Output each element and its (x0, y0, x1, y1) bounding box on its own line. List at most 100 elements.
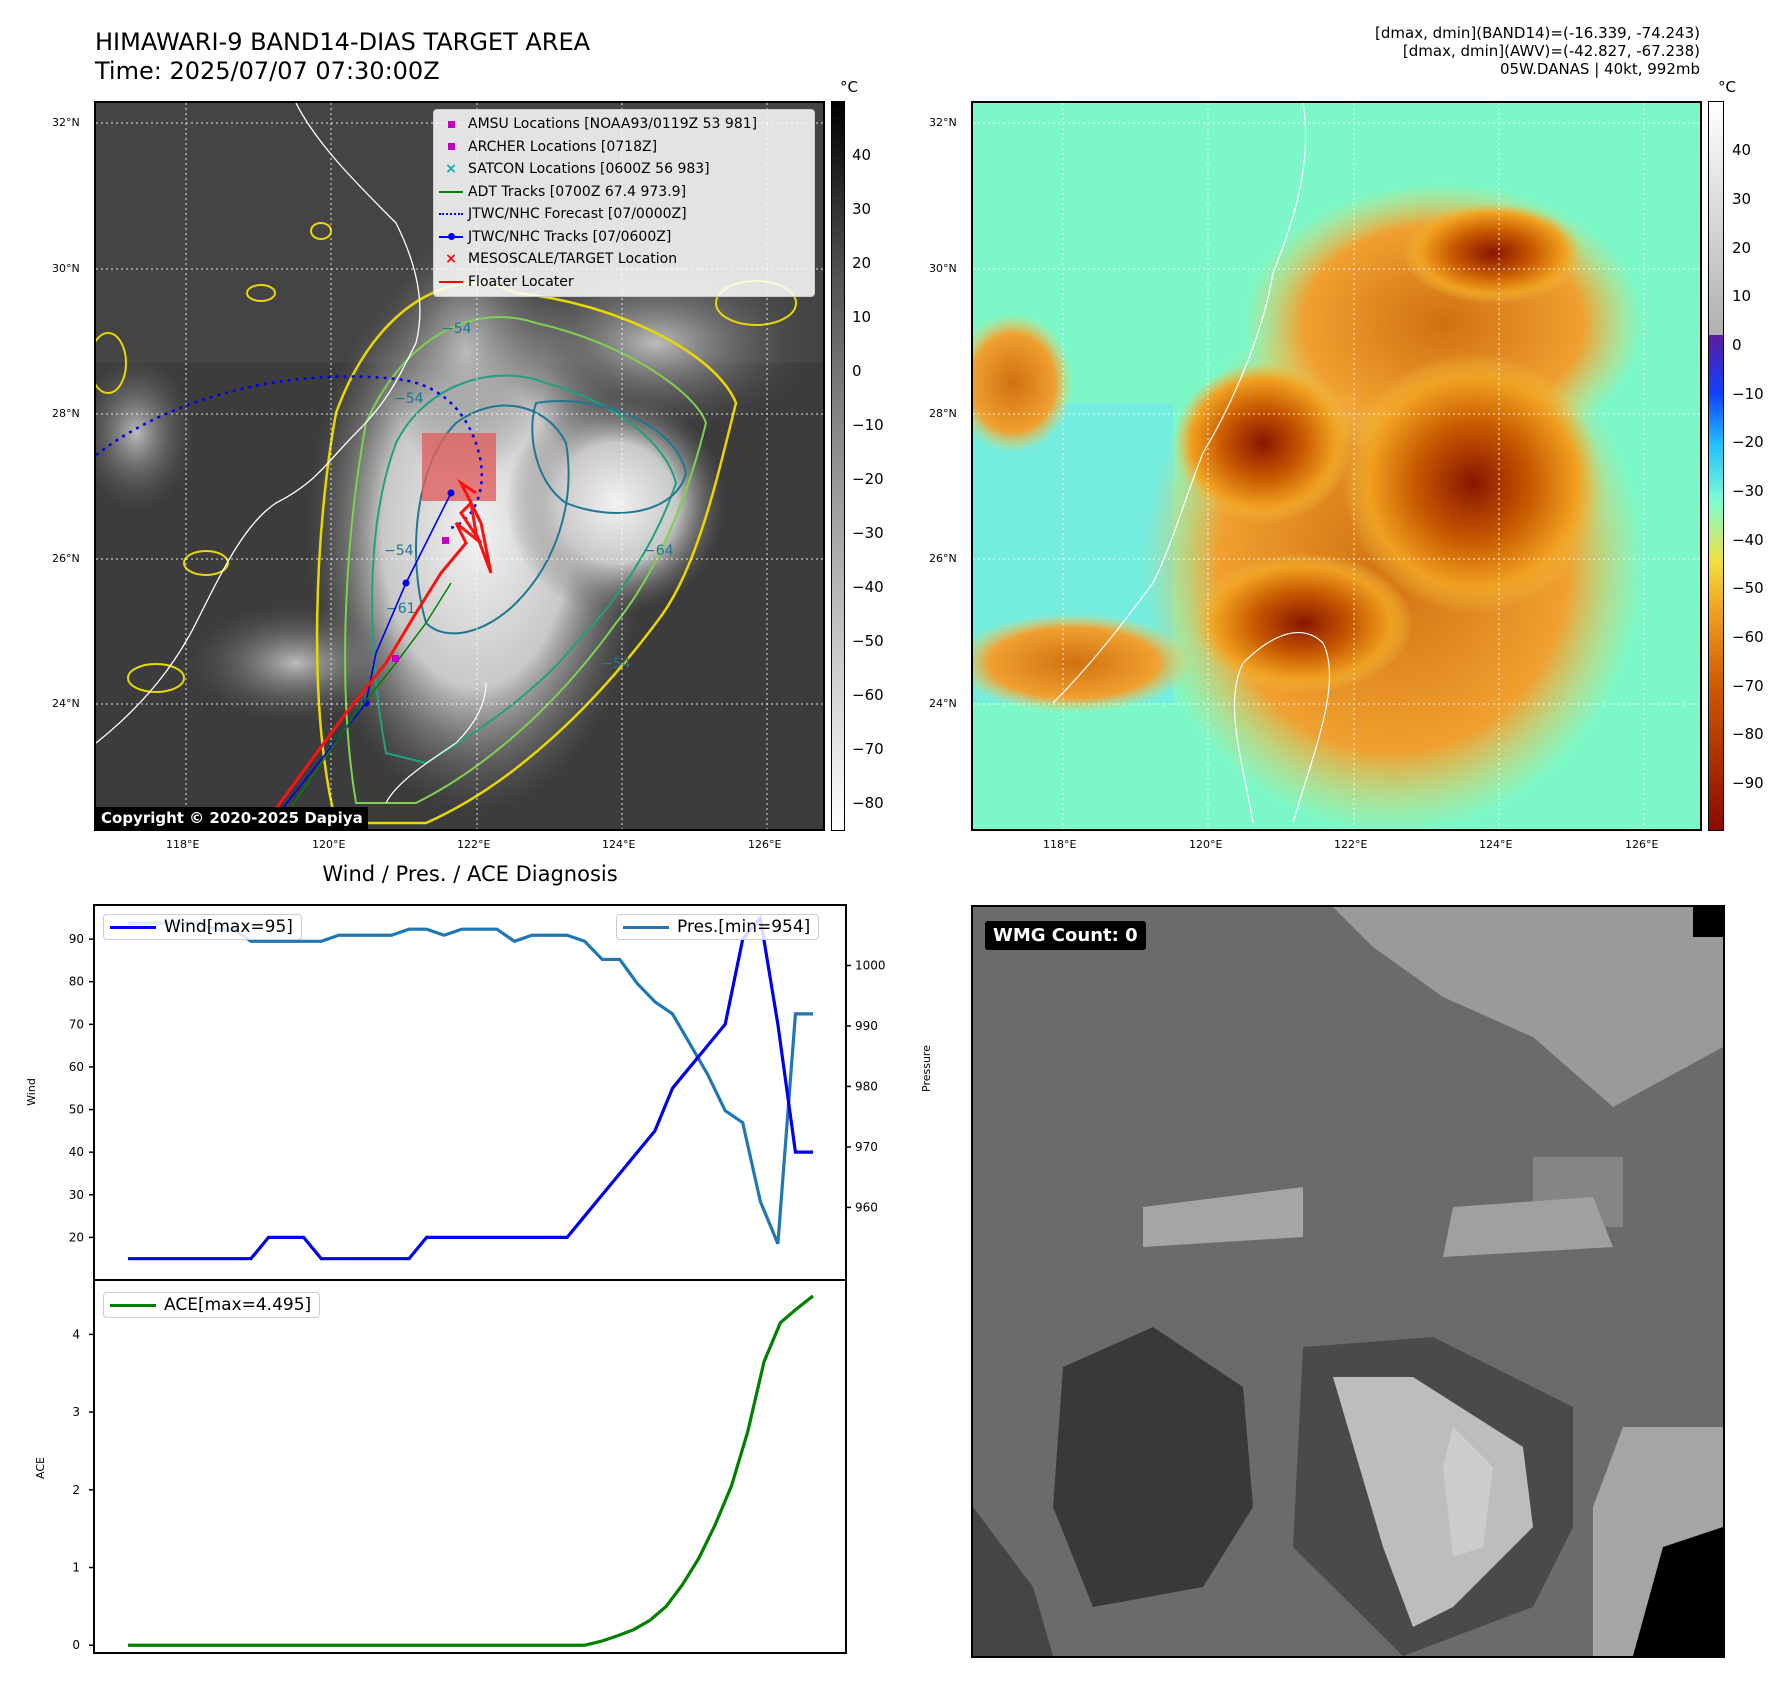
lat-label: 24°N (929, 697, 957, 710)
legend-item-satcon: × SATCON Locations [0600Z 56 983] (434, 158, 814, 181)
jtwc-forecast-track (96, 375, 484, 530)
contour-label: −54 (394, 391, 424, 407)
wind-axis-tick-label: 50 (69, 1103, 84, 1117)
contour-label: −61 (386, 601, 416, 617)
wind-axis-tick-label: 30 (69, 1188, 84, 1202)
wmg-panel: WMG Count: 0 (971, 905, 1725, 1658)
wind-pres-axes (93, 904, 847, 1281)
diagnosis-title: Wind / Pres. / ACE Diagnosis (322, 862, 618, 886)
line-icon (110, 925, 156, 929)
wind-axis-tick-label: 20 (69, 1230, 84, 1244)
lon-label: 122°E (457, 838, 491, 851)
lon-label: 120°E (1189, 838, 1223, 851)
line-dot-icon (434, 232, 468, 240)
jtwc-track (270, 492, 452, 824)
ace-axis-label: ACE (34, 1457, 47, 1479)
contour-label: −54 (601, 656, 631, 672)
line-icon (434, 280, 468, 283)
lat-label: 32°N (929, 116, 957, 129)
lat-label: 32°N (52, 116, 80, 129)
contour-label: −64 (644, 543, 674, 559)
map-title-line1: HIMAWARI-9 BAND14-DIAS TARGET AREA (95, 28, 591, 56)
info-awv: [dmax, dmin](AWV)=(-42.827, -67.238) (1402, 42, 1700, 60)
map-title-line2: Time: 2025/07/07 07:30:00Z (95, 57, 440, 85)
wind-axis-tick-label: 90 (69, 932, 84, 946)
wind-axis-tick-label: 40 (69, 1145, 84, 1159)
lon-label: 122°E (1334, 838, 1368, 851)
awv-colorbar (1708, 101, 1724, 831)
target-area-box (422, 433, 496, 501)
pressure-axis-label: Pressure (920, 1045, 933, 1092)
ace-axis-tick-label: 1 (72, 1561, 80, 1575)
wind-axis-tick-label: 60 (69, 1060, 84, 1074)
wmg-image (973, 907, 1723, 1656)
line-icon (623, 925, 669, 929)
lon-label: 124°E (602, 838, 636, 851)
legend-item-archer: ARCHER Locations [0718Z] (434, 136, 814, 159)
lat-label: 28°N (929, 407, 957, 420)
ir-colorbar (831, 101, 845, 831)
lon-label: 126°E (748, 838, 782, 851)
wind-axis-tick-label: 70 (69, 1017, 84, 1031)
ace-axis-tick-label: 4 (72, 1327, 80, 1341)
square-marker-icon (434, 143, 468, 151)
line-icon (110, 1303, 156, 1307)
square-marker-icon (434, 120, 468, 128)
ace-axis-tick-label: 0 (72, 1638, 80, 1652)
legend-item-jtwc-tracks: JTWC/NHC Tracks [07/0600Z] (434, 226, 814, 249)
ace-legend: ACE[max=4.495] (103, 1292, 321, 1318)
ir-map-legend: AMSU Locations [NOAA93/0119Z 53 981] ARC… (433, 109, 815, 297)
pressure-axis-tick-label: 990 (855, 1019, 878, 1033)
archer-marker (392, 655, 399, 662)
awv-colorbar-ticks: 40 30 20 10 0 −10 −20 −30 −40 −50 −60 −7… (1732, 141, 1764, 792)
legend-item-floater: Floater Locater (434, 271, 814, 294)
wind-axis-label: Wind (25, 1078, 38, 1106)
ir-colorbar-unit: °C (840, 78, 858, 96)
lat-label: 26°N (929, 552, 957, 565)
contour-label: −54 (384, 543, 414, 559)
ace-series-line (128, 1294, 814, 1647)
lat-label: 30°N (929, 262, 957, 275)
lon-label: 126°E (1625, 838, 1659, 851)
lat-label: 28°N (52, 407, 80, 420)
line-icon (434, 190, 468, 193)
info-band14: [dmax, dmin](BAND14)=(-16.339, -74.243) (1375, 24, 1700, 42)
pressure-axis-tick-label: 980 (855, 1079, 878, 1093)
wind-legend: Wind[max=95] (103, 914, 302, 940)
wind-series-line (128, 914, 813, 1261)
legend-item-forecast: JTWC/NHC Forecast [07/0000Z] (434, 203, 814, 226)
awv-colorbar-unit: °C (1718, 78, 1736, 96)
awv-map-panel (971, 101, 1702, 831)
info-storm: 05W.DANAS | 40kt, 992mb (1499, 60, 1700, 78)
ace-axis-tick-label: 3 (72, 1405, 80, 1419)
wind-axis-tick-label: 80 (69, 975, 84, 989)
adt-track (275, 582, 452, 829)
copyright-label: Copyright © 2020-2025 Dapiya (96, 807, 368, 829)
pressure-axis-tick-label: 960 (855, 1200, 878, 1214)
x-marker-icon: × (445, 251, 457, 268)
amsu-marker (442, 537, 449, 544)
awv-map-image (973, 103, 1700, 829)
wmg-count-label: WMG Count: 0 (985, 921, 1146, 950)
ace-axes (93, 1279, 847, 1654)
floater-locater-track (259, 478, 493, 829)
lat-label: 24°N (52, 697, 80, 710)
ir-colorbar-ticks: 40 30 20 10 0 −10 −20 −30 −40 −50 −60 −7… (852, 146, 884, 812)
dotted-line-icon (434, 213, 468, 216)
info-block: [dmax, dmin](BAND14)=(-16.339, -74.243) … (1100, 24, 1700, 78)
lon-label: 124°E (1479, 838, 1513, 851)
lat-label: 30°N (52, 262, 80, 275)
legend-item-target: × MESOSCALE/TARGET Location (434, 248, 814, 271)
pressure-axis-tick-label: 1000 (855, 958, 886, 972)
legend-item-adt: ADT Tracks [0700Z 67.4 973.9] (434, 181, 814, 204)
pressure-legend: Pres.[min=954] (616, 914, 820, 940)
ir-map-panel: −54 −54 −54 −64 −61 −54 AMSU Locations [… (94, 101, 825, 831)
lon-label: 120°E (312, 838, 346, 851)
legend-item-amsu: AMSU Locations [NOAA93/0119Z 53 981] (434, 113, 814, 136)
pressure-axis-tick-label: 970 (855, 1140, 878, 1154)
ace-axis-tick-label: 2 (72, 1483, 80, 1497)
lon-label: 118°E (1043, 838, 1077, 851)
contour-label: −54 (442, 321, 472, 337)
lat-label: 26°N (52, 552, 80, 565)
